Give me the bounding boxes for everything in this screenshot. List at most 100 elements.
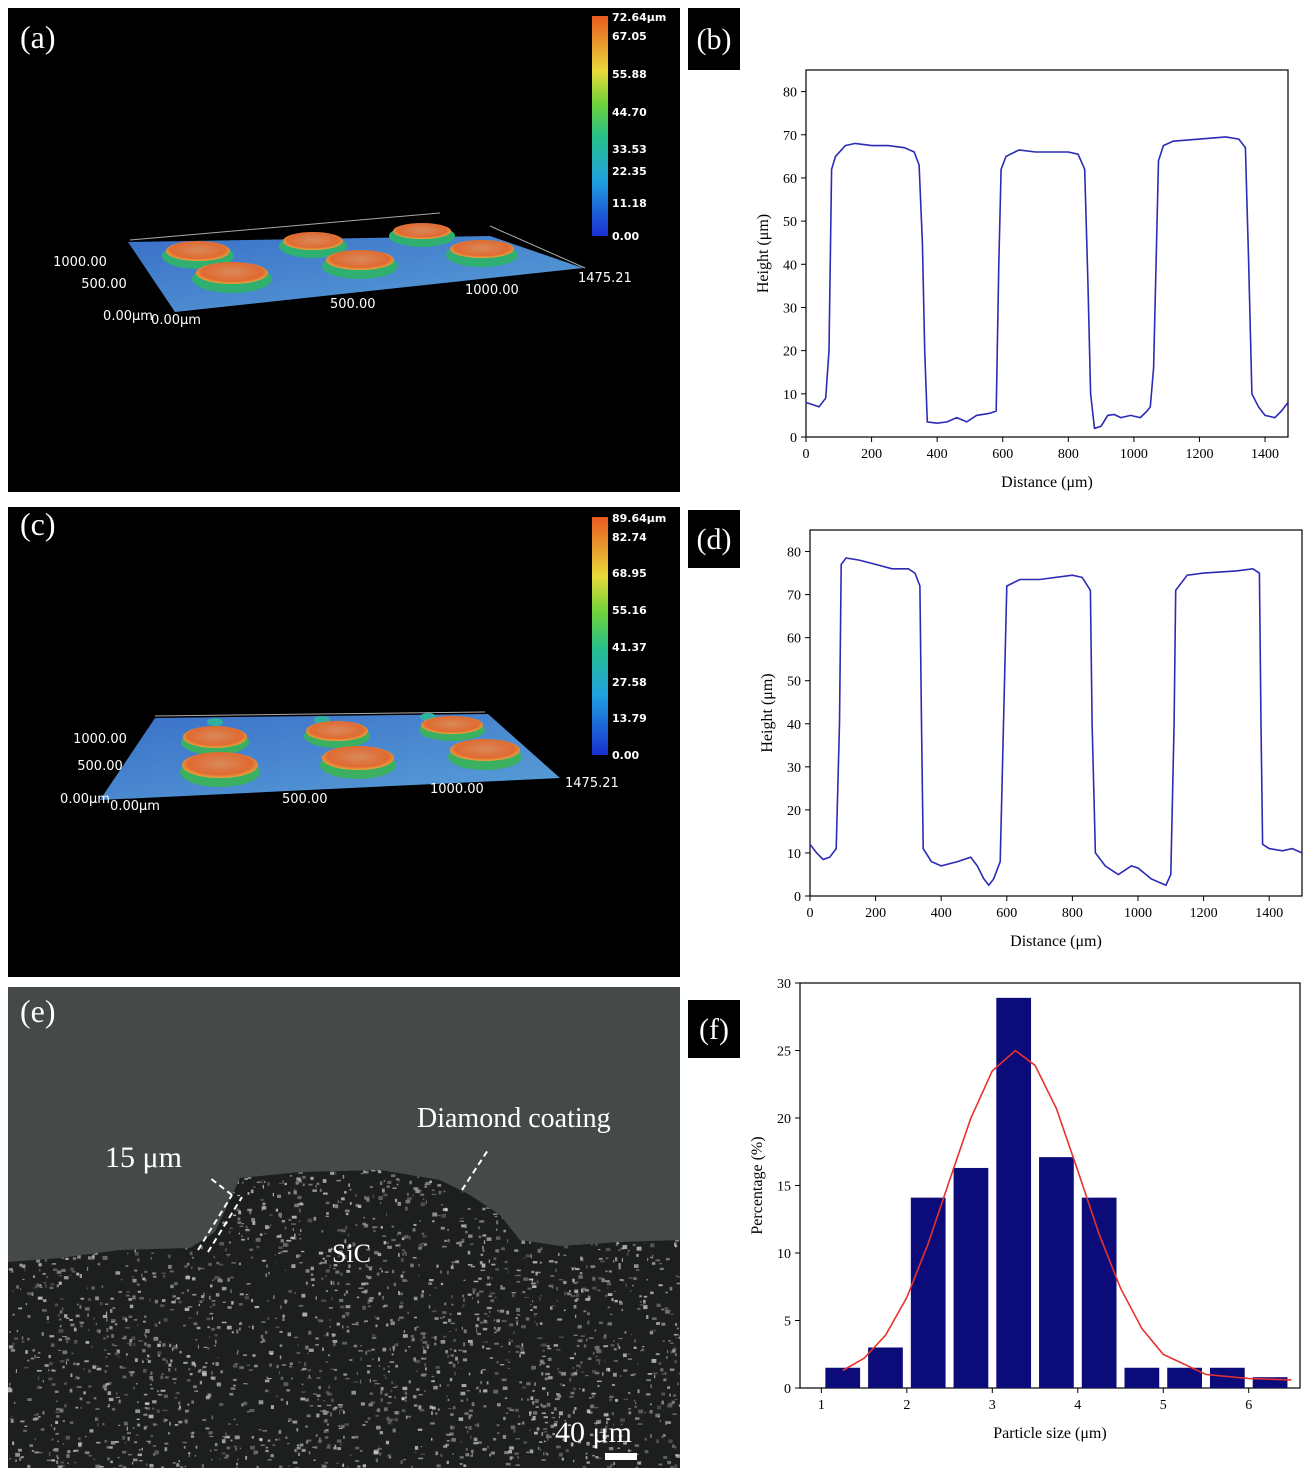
grain: [623, 1280, 625, 1282]
grain: [430, 1437, 433, 1441]
grain: [602, 1434, 607, 1439]
grain: [283, 1250, 288, 1253]
grain: [387, 1370, 390, 1373]
colorbar-label: 27.58: [612, 676, 647, 689]
grain: [162, 1409, 168, 1412]
grain: [412, 1257, 417, 1259]
grain: [417, 1189, 422, 1192]
grain: [253, 1452, 256, 1456]
grain: [424, 1185, 427, 1188]
grain: [625, 1283, 628, 1288]
grain: [212, 1279, 214, 1281]
grain: [239, 1321, 242, 1324]
grain: [340, 1197, 345, 1201]
grain: [76, 1303, 79, 1306]
grain: [594, 1329, 597, 1332]
grain: [337, 1200, 340, 1203]
grain: [72, 1256, 77, 1261]
grain: [391, 1353, 394, 1356]
grain: [395, 1244, 400, 1247]
grain: [270, 1224, 272, 1226]
grain: [173, 1382, 176, 1384]
grain: [8, 1345, 14, 1349]
grain: [268, 1271, 270, 1275]
grain: [607, 1466, 612, 1468]
grain: [587, 1312, 590, 1316]
grain: [256, 1466, 259, 1468]
grain: [133, 1342, 136, 1347]
grain: [209, 1435, 214, 1438]
grain: [392, 1187, 397, 1189]
grain: [504, 1267, 508, 1269]
grain: [169, 1421, 171, 1426]
grain: [345, 1283, 351, 1285]
grain: [301, 1391, 306, 1393]
grain: [239, 1293, 244, 1296]
grain: [484, 1312, 488, 1315]
grain: [449, 1348, 453, 1351]
grain: [544, 1377, 548, 1381]
grain: [84, 1451, 90, 1455]
grain: [561, 1457, 564, 1461]
grain: [640, 1300, 642, 1303]
grain: [604, 1413, 606, 1416]
grain: [135, 1383, 138, 1385]
grain: [380, 1390, 383, 1395]
grain: [186, 1262, 190, 1266]
grain: [552, 1284, 554, 1288]
grain: [387, 1420, 392, 1425]
grain: [454, 1349, 457, 1352]
grain: [493, 1326, 496, 1330]
grain: [662, 1434, 666, 1437]
grain: [627, 1249, 630, 1252]
grain: [663, 1456, 668, 1459]
grain: [97, 1263, 100, 1265]
grain: [417, 1428, 423, 1431]
grain: [181, 1292, 185, 1294]
grain: [349, 1188, 352, 1191]
fit-curve: [842, 1049, 1292, 1381]
grain: [516, 1314, 521, 1316]
grain: [371, 1348, 375, 1351]
grain: [454, 1371, 456, 1376]
bar: [1081, 1197, 1117, 1388]
grain: [605, 1247, 611, 1252]
grain: [208, 1336, 211, 1339]
grain: [344, 1239, 347, 1244]
grain: [570, 1391, 575, 1395]
grain: [364, 1320, 368, 1323]
grain: [501, 1378, 507, 1382]
grain: [637, 1423, 643, 1425]
grain: [362, 1464, 367, 1468]
grain: [251, 1435, 254, 1439]
grain: [269, 1363, 272, 1367]
grain: [77, 1255, 81, 1259]
grain: [302, 1175, 306, 1179]
grain: [392, 1386, 397, 1389]
grain: [84, 1360, 89, 1363]
grain: [164, 1376, 169, 1379]
grain: [380, 1201, 382, 1205]
grain: [656, 1322, 660, 1325]
grain: [599, 1431, 604, 1434]
grain: [200, 1267, 205, 1270]
grain: [474, 1313, 480, 1316]
grain: [562, 1372, 567, 1376]
grain: [348, 1264, 351, 1268]
grain: [446, 1433, 451, 1436]
grain: [405, 1252, 407, 1256]
grain: [358, 1287, 364, 1289]
grain: [502, 1434, 507, 1439]
grain: [69, 1318, 73, 1321]
grain: [375, 1409, 379, 1411]
grain: [575, 1369, 578, 1372]
grain: [376, 1272, 380, 1276]
grain: [458, 1241, 464, 1243]
y-tick-label: 0: [784, 1382, 791, 1397]
grain: [32, 1349, 36, 1352]
grain: [420, 1446, 423, 1448]
grain: [376, 1425, 381, 1430]
grain: [377, 1170, 382, 1174]
grain: [512, 1294, 515, 1298]
grain: [338, 1427, 343, 1430]
